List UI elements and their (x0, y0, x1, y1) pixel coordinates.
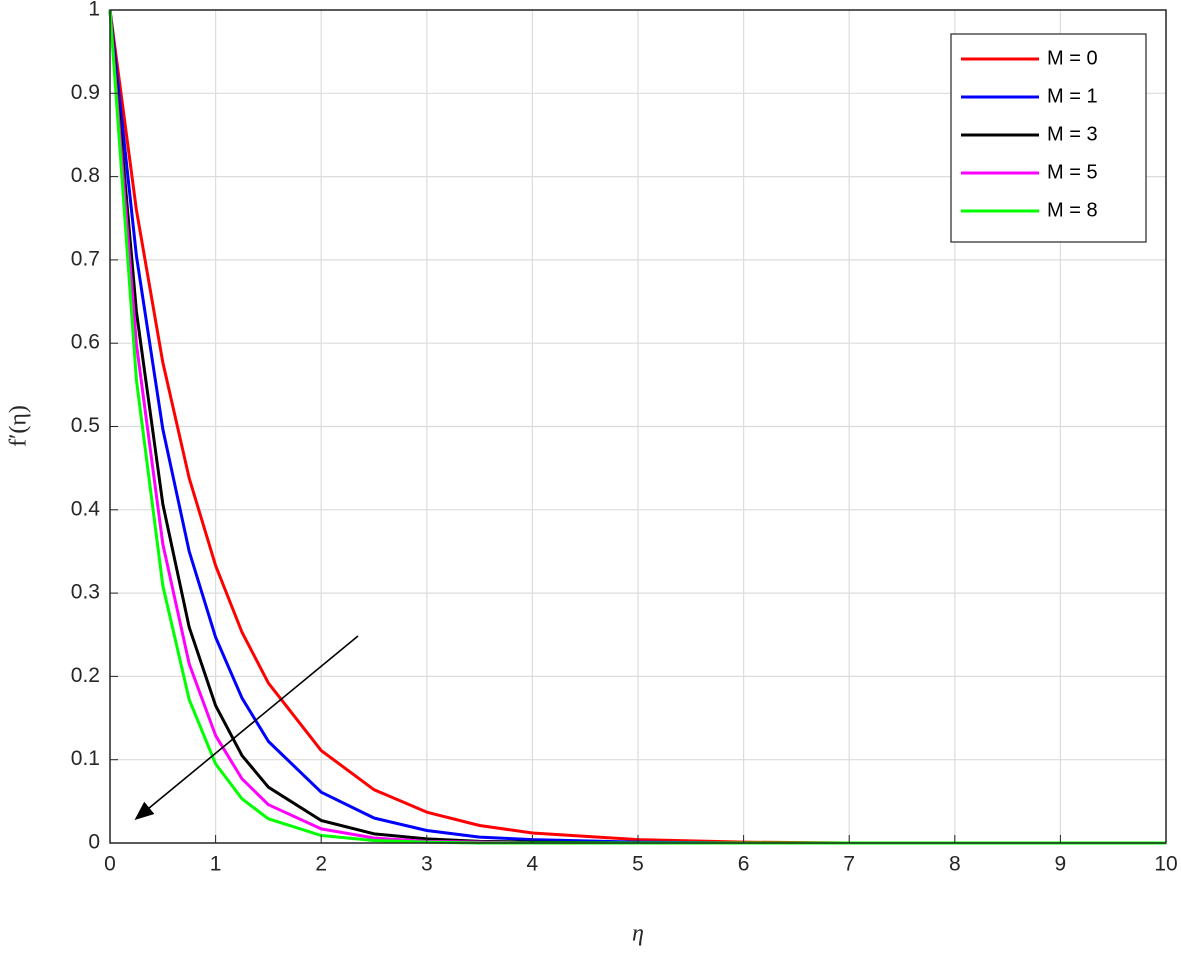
y-tick-label: 0.4 (71, 497, 101, 520)
y-tick-label: 0.1 (71, 747, 100, 770)
x-tick-label: 1 (210, 853, 222, 876)
x-tick-label: 7 (843, 853, 855, 876)
x-tick-label: 3 (421, 853, 433, 876)
legend: M = 0 M = 1 M = 3 M = 5 M = 8 (950, 33, 1147, 243)
y-tick-label: 1 (88, 0, 100, 21)
x-tick-label: 9 (1055, 853, 1067, 876)
x-tick-label: 2 (315, 853, 327, 876)
trend-arrow (134, 635, 359, 821)
legend-label: M = 8 (1047, 199, 1098, 221)
y-tick-label: 0.8 (71, 164, 100, 187)
y-tick-label: 0.2 (71, 664, 100, 687)
x-tick-label: 6 (738, 853, 750, 876)
y-tick-label: 0.3 (71, 581, 100, 604)
legend-label: M = 1 (1047, 85, 1098, 107)
y-tick-label: 0.9 (71, 81, 100, 104)
legend-box (950, 33, 1147, 243)
x-axis-label: η (632, 921, 644, 947)
x-tick-label: 4 (527, 853, 539, 876)
legend-label: M = 3 (1047, 123, 1098, 145)
y-tick-label: 0.5 (71, 414, 100, 437)
y-tick-label: 0.7 (71, 247, 100, 270)
x-tick-label: 0 (104, 853, 116, 876)
x-tick-label: 5 (632, 853, 644, 876)
legend-label: M = 5 (1047, 161, 1098, 183)
x-tick-label: 10 (1154, 853, 1177, 876)
legend-label: M = 0 (1047, 47, 1098, 69)
x-tick-label: 8 (949, 853, 961, 876)
y-tick-label: 0.6 (71, 331, 100, 354)
y-axis-label: f′(η) (6, 405, 32, 447)
y-tick-label: 0 (88, 831, 100, 854)
